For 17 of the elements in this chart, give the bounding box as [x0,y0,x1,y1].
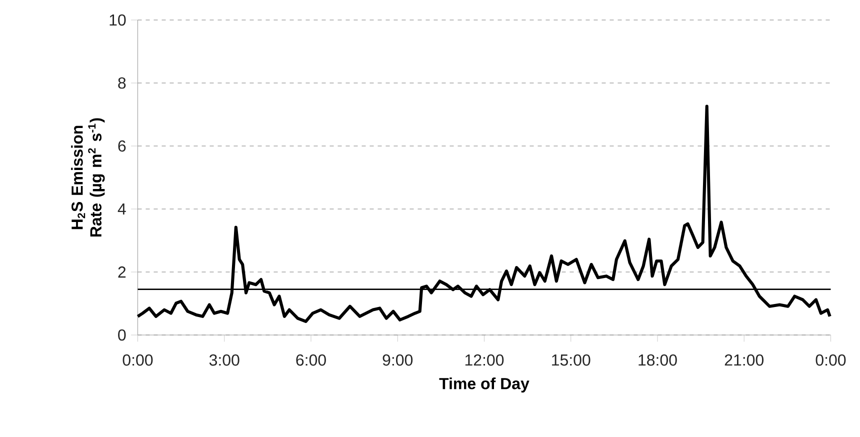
line-series [136,104,832,323]
y-tick-label: 6 [118,140,126,152]
x-tick-label: 21:00 [724,354,764,366]
x-tick-label: 0:00 [816,354,846,366]
y-tick-label: 0 [118,329,126,341]
x-axis-title: Time of Day [439,378,530,392]
x-tick-label: 15:00 [552,354,590,366]
y-tick-label: 8 [118,77,126,89]
x-tick-label: 3:00 [209,354,240,366]
x-tick-label: 0:00 [122,354,153,366]
x-tick-label: 12:00 [465,354,504,366]
y-tick-label: 2 [118,266,126,278]
y-tick-label: 4 [118,204,126,215]
y-tick-label: 10 [110,14,126,26]
x-tick-label: 9:00 [382,354,413,366]
x-tick-label: 6:00 [296,354,326,366]
x-tick-label: 18:00 [638,354,677,366]
